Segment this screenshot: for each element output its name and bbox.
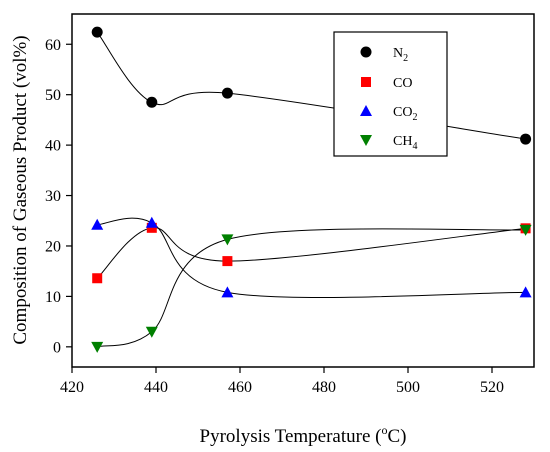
series-curve bbox=[97, 217, 526, 299]
x-axis-label: Pyrolysis Temperature (oC) bbox=[200, 423, 407, 447]
series-markers bbox=[91, 26, 532, 353]
x-tick-label: 520 bbox=[480, 379, 504, 396]
data-point bbox=[146, 222, 157, 233]
y-tick-label: 10 bbox=[45, 289, 61, 306]
legend-label: CH4 bbox=[393, 134, 417, 152]
x-tick-label: 500 bbox=[396, 379, 420, 396]
x-tick-label: 480 bbox=[312, 379, 336, 396]
data-point bbox=[222, 256, 233, 267]
legend-marker bbox=[360, 135, 372, 146]
data-point bbox=[91, 341, 104, 353]
series-curve bbox=[96, 227, 526, 279]
data-point bbox=[519, 224, 532, 236]
series-curves bbox=[96, 31, 526, 348]
series-curve bbox=[97, 228, 526, 348]
data-point bbox=[221, 87, 233, 99]
plot-frame bbox=[71, 13, 535, 368]
data-point bbox=[92, 273, 103, 284]
legend-marker bbox=[360, 105, 372, 116]
data-point bbox=[91, 218, 104, 230]
legend-marker bbox=[360, 46, 372, 58]
series-curve bbox=[96, 31, 526, 140]
x-axis-label-tail: C) bbox=[387, 426, 406, 447]
y-tick-label: 20 bbox=[45, 238, 61, 255]
y-tick-label: 0 bbox=[53, 339, 61, 356]
data-point bbox=[221, 234, 234, 246]
axis-ticks: 420 440 460 480 500 520 0 10 20 30 40 50 60 bbox=[45, 37, 504, 396]
y-tick-label: 50 bbox=[45, 87, 61, 104]
x-tick-label: 460 bbox=[228, 379, 252, 396]
legend-box bbox=[333, 31, 448, 157]
data-point bbox=[520, 133, 532, 145]
legend-label: CO2 bbox=[393, 105, 417, 123]
data-point bbox=[221, 286, 234, 298]
x-tick-label: 420 bbox=[60, 379, 84, 396]
legend-label: N2 bbox=[393, 46, 408, 64]
x-tick-label: 440 bbox=[144, 379, 168, 396]
y-tick-label: 40 bbox=[45, 138, 61, 155]
y-axis-label: Composition of Gaseous Product (vol%) bbox=[10, 35, 31, 344]
x-axis-label-sup: o bbox=[381, 423, 387, 437]
legend-label: CO bbox=[393, 76, 412, 91]
data-point bbox=[519, 286, 532, 298]
data-point bbox=[145, 216, 158, 228]
legend-marker bbox=[361, 77, 371, 87]
y-tick-label: 30 bbox=[45, 188, 61, 205]
data-point bbox=[145, 326, 158, 338]
legend: N2 CO CO2 CH4 bbox=[333, 31, 448, 157]
data-point bbox=[91, 26, 103, 38]
y-tick-label: 60 bbox=[45, 37, 61, 54]
data-point bbox=[146, 96, 158, 108]
